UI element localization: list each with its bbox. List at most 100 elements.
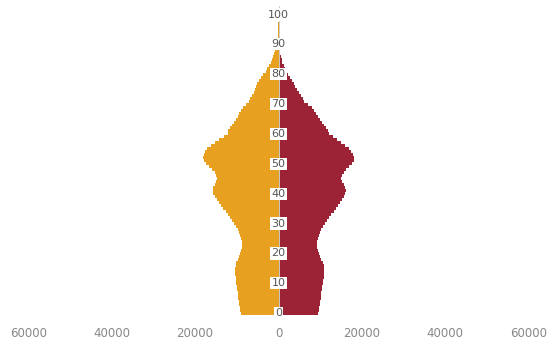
Bar [278, 115, 318, 118]
Bar [238, 291, 278, 294]
Bar [232, 219, 278, 222]
Bar [255, 88, 278, 91]
Bar [274, 52, 278, 55]
Bar [238, 258, 278, 261]
Bar [240, 234, 278, 237]
Bar [273, 55, 278, 58]
Bar [278, 264, 324, 267]
Bar [209, 165, 278, 168]
Bar [238, 294, 278, 297]
Bar [257, 82, 278, 85]
Bar [223, 207, 278, 210]
Bar [278, 70, 286, 73]
Bar [267, 67, 278, 70]
Bar [229, 216, 278, 219]
Bar [278, 156, 354, 160]
Bar [278, 282, 323, 285]
Bar [240, 303, 278, 306]
Bar [219, 201, 278, 204]
Bar [241, 249, 278, 252]
Bar [278, 144, 345, 147]
Bar [239, 231, 278, 234]
Bar [237, 285, 278, 288]
Bar [278, 258, 321, 261]
Bar [278, 303, 320, 306]
Bar [214, 142, 278, 144]
Bar [278, 306, 319, 309]
Bar [206, 162, 278, 165]
Bar [234, 267, 278, 270]
Bar [241, 109, 278, 111]
Bar [278, 300, 320, 303]
Bar [278, 240, 317, 243]
Bar [278, 255, 320, 258]
Bar [277, 43, 278, 46]
Bar [241, 237, 278, 240]
Bar [278, 234, 319, 237]
Bar [278, 120, 322, 124]
Bar [278, 46, 279, 49]
Bar [239, 255, 278, 258]
Bar [240, 252, 278, 255]
Bar [278, 192, 345, 195]
Bar [240, 306, 278, 309]
Bar [278, 129, 328, 133]
Text: 30: 30 [271, 219, 286, 229]
Bar [236, 225, 278, 228]
Bar [278, 222, 325, 225]
Bar [278, 195, 344, 198]
Bar [213, 186, 278, 189]
Bar [271, 61, 278, 64]
Bar [260, 79, 278, 82]
Bar [278, 73, 287, 76]
Bar [278, 67, 285, 70]
Bar [235, 273, 278, 276]
Bar [240, 309, 278, 312]
Bar [278, 180, 343, 183]
Text: 20: 20 [271, 248, 286, 258]
Bar [278, 267, 324, 270]
Bar [278, 189, 346, 192]
Bar [278, 97, 302, 100]
Bar [213, 192, 278, 195]
Bar [278, 276, 324, 279]
Bar [226, 210, 278, 213]
Bar [242, 246, 278, 249]
Bar [278, 225, 323, 228]
Bar [278, 291, 321, 294]
Bar [243, 106, 278, 109]
Bar [275, 49, 278, 52]
Bar [236, 276, 278, 279]
Bar [278, 124, 324, 127]
Bar [215, 195, 278, 198]
Bar [236, 118, 278, 120]
Bar [278, 103, 307, 106]
Text: 100: 100 [268, 9, 289, 19]
Bar [204, 153, 278, 156]
Bar [278, 142, 341, 144]
Bar [278, 91, 299, 94]
Bar [278, 297, 321, 300]
Bar [211, 144, 278, 147]
Bar [224, 135, 278, 138]
Bar [252, 94, 278, 97]
Bar [278, 106, 312, 109]
Bar [229, 127, 278, 129]
Text: 50: 50 [271, 159, 286, 169]
Bar [278, 162, 352, 165]
Bar [254, 91, 278, 94]
Text: 90: 90 [271, 39, 286, 49]
Bar [214, 171, 278, 174]
Bar [278, 243, 317, 246]
Bar [221, 204, 278, 207]
Bar [278, 168, 346, 171]
Bar [278, 285, 323, 288]
Bar [236, 261, 278, 264]
Bar [278, 270, 324, 273]
Bar [278, 309, 319, 312]
Bar [266, 70, 278, 73]
Text: 60: 60 [271, 129, 286, 139]
Bar [278, 216, 329, 219]
Bar [278, 177, 341, 180]
Bar [278, 165, 349, 168]
